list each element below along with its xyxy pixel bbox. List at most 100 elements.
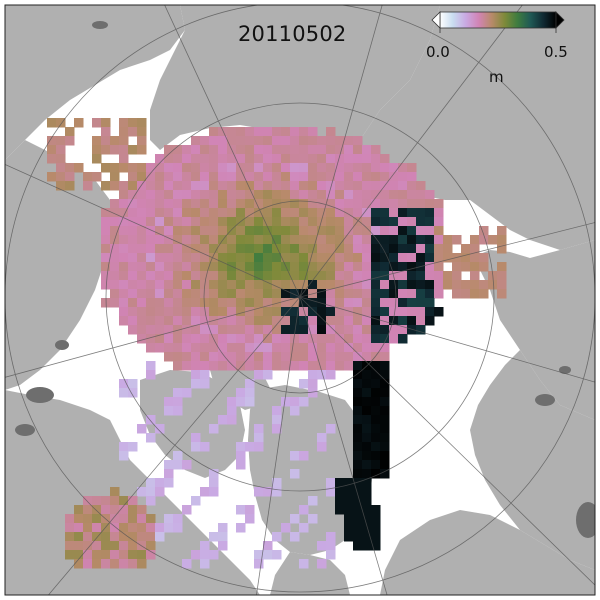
ice-cell [200, 181, 210, 191]
ice-cell [245, 190, 255, 200]
ice-cell [416, 271, 426, 281]
ice-cell [335, 199, 345, 209]
ice-cell [227, 217, 237, 227]
ice-cell [308, 325, 318, 335]
ice-cell [398, 190, 408, 200]
ice-cell [254, 334, 264, 344]
ice-cell [164, 217, 174, 227]
ice-cell [47, 136, 57, 146]
ice-cell [344, 271, 354, 281]
ice-cell [416, 244, 426, 254]
ice-cell [173, 244, 183, 254]
meridian-10 [299, 5, 523, 298]
ice-cell [245, 316, 255, 326]
ice-cell [461, 280, 471, 290]
ice-cell [128, 289, 138, 299]
ice-cell [173, 316, 183, 326]
ice-cell [227, 415, 237, 425]
ice-cell [146, 271, 156, 281]
ice-cell [272, 325, 282, 335]
ice-cell [308, 181, 318, 191]
ice-cell [335, 262, 345, 272]
ice-cell [371, 316, 381, 326]
ice-cell [209, 325, 219, 335]
ice-cell [200, 163, 210, 173]
ice-cell [254, 190, 264, 200]
ice-cell [101, 271, 111, 281]
ice-cell [173, 154, 183, 164]
ice-cell [272, 406, 282, 416]
ice-cell [254, 163, 264, 173]
ice-cell [209, 253, 219, 263]
ice-cell [371, 541, 381, 551]
ice-cell [317, 172, 327, 182]
ice-cell [344, 172, 354, 182]
ice-cell [128, 208, 138, 218]
ice-cell [308, 136, 318, 146]
ice-cell [362, 181, 372, 191]
ice-cell [353, 451, 363, 461]
ice-cell [317, 334, 327, 344]
ice-cell [299, 307, 309, 317]
ice-cell [218, 325, 228, 335]
ice-cell [380, 208, 390, 218]
ice-cell [110, 523, 120, 533]
ice-cell [200, 352, 210, 362]
ice-cell [164, 298, 174, 308]
ice-cell [236, 505, 246, 515]
ice-cell [254, 280, 264, 290]
ice-cell [254, 316, 264, 326]
ice-cell [56, 163, 66, 173]
ice-cell [317, 298, 327, 308]
ice-cell [164, 244, 174, 254]
ice-cell [119, 289, 129, 299]
ice-cell [173, 523, 183, 533]
ice-cell [245, 361, 255, 371]
ice-cell [272, 478, 282, 488]
ice-cell [326, 127, 336, 137]
ice-cell [326, 307, 336, 317]
ice-cell [353, 154, 363, 164]
ice-cell [146, 163, 156, 173]
ice-cell [308, 496, 318, 506]
ice-cell [317, 361, 327, 371]
ice-cell [290, 181, 300, 191]
ice-cell [191, 379, 201, 389]
ice-cell [398, 316, 408, 326]
lake-6 [576, 502, 595, 538]
ice-cell [254, 352, 264, 362]
ice-cell [497, 262, 507, 272]
ice-cell [380, 370, 390, 380]
ice-cell [371, 307, 381, 317]
ice-cell [191, 262, 201, 272]
ice-cell [155, 190, 165, 200]
ice-cell [191, 442, 201, 452]
ice-cell [290, 514, 300, 524]
ice-cell [371, 181, 381, 191]
ice-cell [380, 289, 390, 299]
ice-cell [191, 253, 201, 263]
ice-cell [263, 307, 273, 317]
ice-cell [326, 253, 336, 263]
ice-cell [173, 190, 183, 200]
ice-cell [137, 334, 147, 344]
ice-cell [173, 343, 183, 353]
ice-cell [371, 190, 381, 200]
ice-cell [380, 262, 390, 272]
ice-cell [263, 199, 273, 209]
ice-cell [254, 361, 264, 371]
ice-cell [191, 370, 201, 380]
ice-cell [47, 172, 57, 182]
ice-cell [497, 289, 507, 299]
ice-cell [173, 262, 183, 272]
ice-cell [353, 496, 363, 506]
ice-cell [173, 388, 183, 398]
ice-cell [308, 280, 318, 290]
ice-cell [128, 541, 138, 551]
ice-cell [317, 271, 327, 281]
ice-cell [434, 226, 444, 236]
ice-cell [263, 235, 273, 245]
ice-cell [56, 154, 66, 164]
ice-cell [362, 172, 372, 182]
ice-cell [191, 343, 201, 353]
